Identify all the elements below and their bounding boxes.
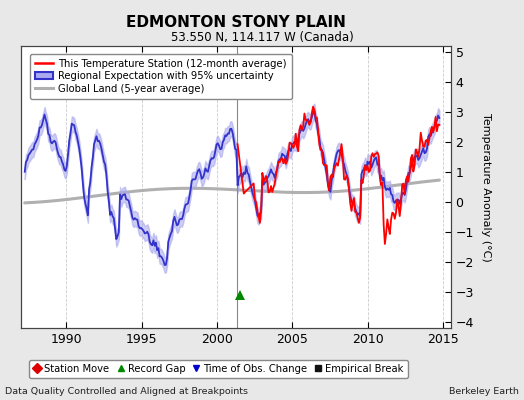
Title: EDMONTON STONY PLAIN: EDMONTON STONY PLAIN xyxy=(126,14,346,30)
Text: Berkeley Earth: Berkeley Earth xyxy=(449,387,519,396)
Text: Data Quality Controlled and Aligned at Breakpoints: Data Quality Controlled and Aligned at B… xyxy=(5,387,248,396)
Text: 53.550 N, 114.117 W (Canada): 53.550 N, 114.117 W (Canada) xyxy=(171,32,353,44)
Y-axis label: Temperature Anomaly (°C): Temperature Anomaly (°C) xyxy=(481,113,491,261)
Legend: Station Move, Record Gap, Time of Obs. Change, Empirical Break: Station Move, Record Gap, Time of Obs. C… xyxy=(29,360,408,378)
